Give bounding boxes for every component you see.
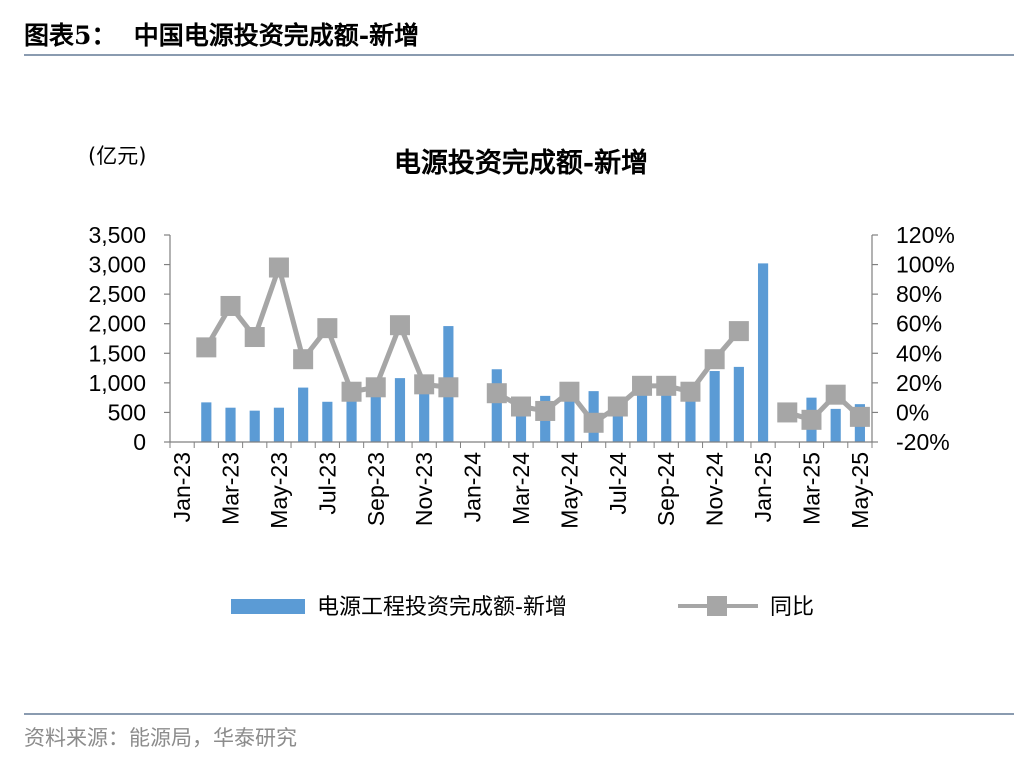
bar [733, 366, 744, 442]
line-marker [244, 327, 265, 348]
line-marker [656, 375, 677, 396]
right-tick-label: 120% [896, 222, 955, 248]
bar [564, 397, 575, 442]
x-tick-label: Mar-25 [798, 452, 824, 525]
yoy-line [786, 392, 862, 423]
right-tick-label: 80% [896, 281, 942, 307]
line-marker [389, 315, 410, 336]
line-marker [777, 402, 798, 423]
legend-bar-swatch [231, 599, 305, 614]
left-tick-label: 2,500 [88, 281, 146, 307]
bar [612, 404, 623, 442]
bar [491, 369, 502, 442]
legend-bar-label: 电源工程投资完成额-新增 [317, 595, 567, 620]
left-tick-label: 3,500 [88, 222, 146, 248]
bar [225, 407, 236, 442]
bar [249, 410, 260, 442]
x-tick-label: Jan-23 [169, 452, 195, 522]
line-marker [680, 381, 701, 402]
x-tick-label: Sep-24 [653, 452, 679, 526]
line-marker [438, 377, 459, 398]
x-tick-label: Jan-24 [460, 452, 486, 523]
axes [164, 234, 878, 448]
left-tick-label: 1,000 [88, 370, 146, 396]
bar [685, 382, 696, 442]
line-series [196, 257, 870, 433]
bar [346, 391, 357, 442]
right-tick-label: 60% [896, 311, 942, 337]
tick-labels: 3,500 3,000 2,500 2,000 1,500 1,000 500 0 120% 10… [88, 222, 954, 529]
bar [394, 378, 406, 442]
line-marker [414, 374, 435, 395]
line-marker [559, 381, 580, 402]
line-marker [632, 375, 653, 396]
x-tick-label: Jul-24 [605, 452, 631, 515]
line-marker [486, 383, 507, 404]
x-tick-label: Mar-24 [508, 452, 534, 525]
bar [298, 387, 309, 442]
top-rule [24, 54, 1014, 56]
x-tick-label: Nov-23 [411, 452, 437, 526]
bar [709, 371, 720, 442]
line-marker [583, 412, 604, 433]
right-tick-label: 0% [896, 399, 929, 425]
x-tick-label: May-25 [847, 452, 873, 529]
figure-title: 图表5： 中国电源投资完成额-新增 [24, 21, 420, 50]
line-marker [196, 337, 217, 358]
x-tick-label: Mar-23 [218, 452, 244, 525]
left-axis-unit: (亿元) [88, 144, 146, 168]
bar [322, 401, 333, 442]
bar [273, 407, 285, 442]
right-tick-label: 100% [896, 252, 955, 278]
legend-line-marker [707, 596, 727, 616]
x-tick-label: Nov-24 [702, 452, 728, 526]
line-marker [220, 295, 241, 316]
left-tick-label: 2,000 [88, 311, 146, 337]
bottom-rule [24, 713, 1014, 715]
bar [757, 263, 769, 442]
line-marker [268, 257, 289, 278]
x-tick-label: May-24 [556, 452, 582, 529]
bar [661, 390, 672, 442]
source-note: 资料来源：能源局，华泰研究 [24, 726, 297, 750]
line-marker [511, 396, 531, 417]
right-tick-label: -20% [896, 429, 950, 455]
bar [201, 402, 212, 442]
bar [515, 404, 527, 442]
line-marker [365, 377, 386, 398]
line-marker [535, 400, 556, 421]
line-marker [801, 409, 822, 430]
bar [419, 390, 430, 442]
x-tick-label: Sep-23 [363, 452, 389, 526]
line-marker [728, 321, 749, 342]
left-tick-label: 500 [108, 399, 146, 425]
left-tick-label: 3,000 [88, 252, 146, 278]
bar [636, 381, 648, 442]
x-tick-label: Jan-25 [750, 452, 776, 522]
line-marker [849, 406, 870, 427]
left-tick-label: 1,500 [88, 340, 146, 366]
chart-title: 电源投资完成额-新增 [394, 147, 648, 179]
line-marker [607, 396, 628, 417]
line-marker [341, 381, 362, 402]
x-tick-label: May-23 [266, 452, 292, 529]
legend-line-label: 同比 [770, 595, 814, 620]
line-marker [825, 384, 846, 405]
bar [370, 386, 381, 442]
line-marker [704, 349, 725, 370]
right-tick-label: 20% [896, 370, 942, 396]
bar [830, 408, 841, 442]
right-tick-label: 40% [896, 340, 942, 366]
left-tick-label: 0 [133, 429, 146, 455]
line-marker [293, 349, 314, 370]
line-marker [317, 318, 338, 339]
x-tick-label: Jul-23 [314, 452, 340, 515]
